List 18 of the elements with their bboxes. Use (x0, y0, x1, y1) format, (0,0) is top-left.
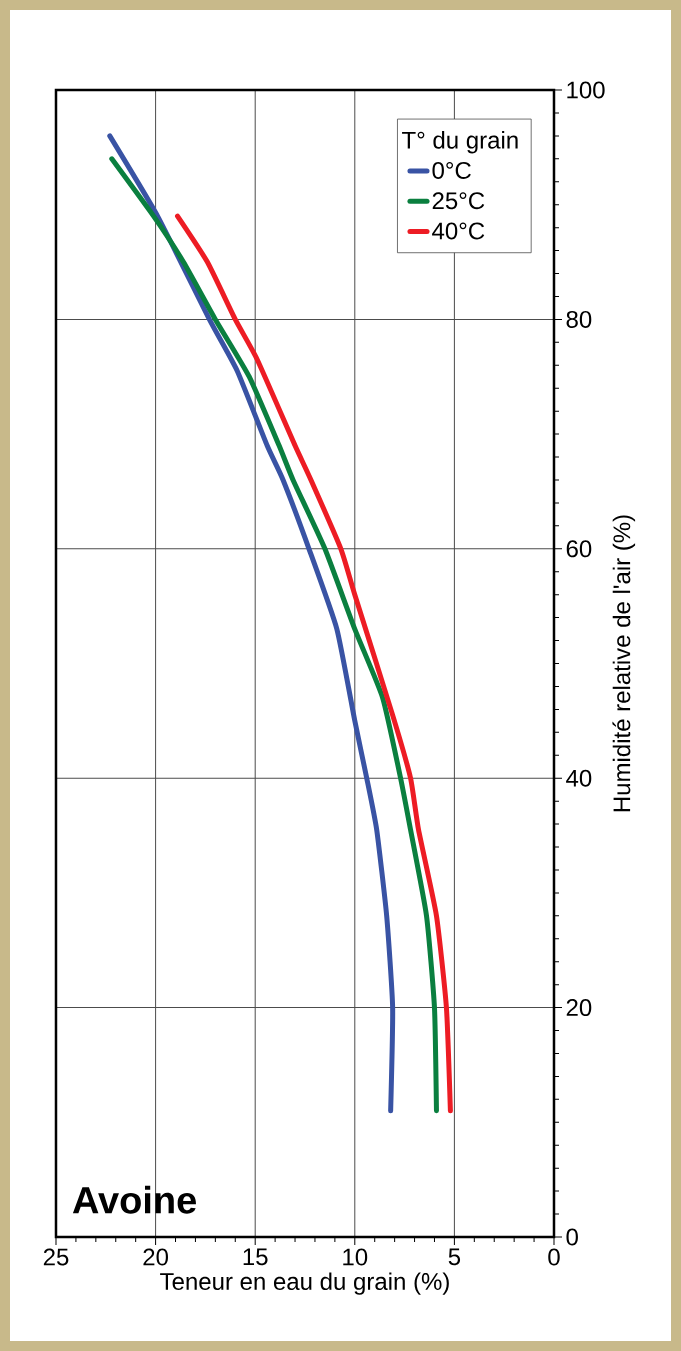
y-axis-title: Humidité relative de l'air (%) (612, 515, 636, 812)
y-tick-label: 0 (566, 1228, 578, 1246)
legend-label: 40°C (432, 222, 485, 240)
legend-title: T° du grain (402, 131, 518, 154)
x-tick-label: 5 (448, 1248, 461, 1266)
x-tick-label: 20 (143, 1248, 168, 1266)
y-tick-label: 40 (566, 769, 592, 787)
x-tick-label: 10 (343, 1248, 368, 1266)
x-axis-title: Teneur en eau du grain (%) (160, 1272, 449, 1295)
y-tick-label: 80 (566, 310, 592, 328)
legend-label: 0°C (432, 161, 471, 179)
y-tick-label: 60 (566, 540, 592, 558)
legend-label: 25°C (432, 192, 485, 210)
y-tick-label: 100 (567, 81, 605, 99)
x-tick-label: 15 (243, 1248, 268, 1266)
x-tick-label: 25 (43, 1248, 69, 1266)
y-tick-label: 20 (566, 999, 592, 1017)
x-tick-label: 0 (548, 1248, 560, 1266)
